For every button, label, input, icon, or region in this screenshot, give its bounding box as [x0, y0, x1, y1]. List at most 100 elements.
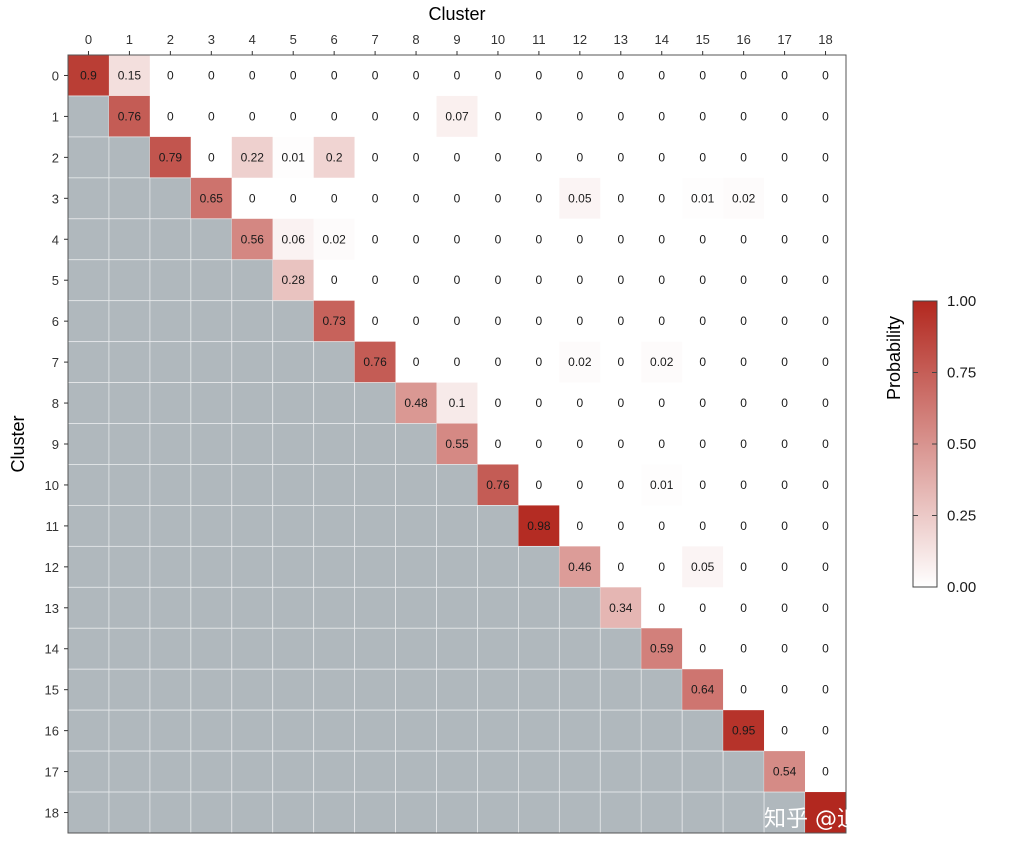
heatmap-cell	[354, 300, 396, 342]
heatmap-cell	[641, 95, 683, 137]
cell-value-label: 0	[699, 232, 706, 246]
heatmap-cell	[190, 136, 232, 178]
cell-value-label: 0.07	[445, 109, 469, 123]
y-tick-label: 2	[52, 150, 59, 165]
heatmap-cell	[805, 136, 846, 178]
cell-value-label: 0	[658, 68, 665, 82]
x-tick-label: 13	[614, 32, 628, 47]
heatmap-cell	[354, 341, 396, 383]
color-legend: 1.00 0.75 0.50 0.25 0.00 Probability	[884, 293, 976, 596]
heatmap-cell	[272, 218, 314, 260]
heatmap-cell	[600, 300, 642, 342]
x-tick-label: 4	[249, 32, 256, 47]
heatmap-cell	[395, 259, 437, 301]
cell-value-label: 0.15	[118, 68, 142, 82]
masked-cell	[599, 709, 642, 752]
heatmap-cell	[723, 218, 765, 260]
masked-cell	[477, 709, 519, 752]
x-tick-label: 2	[167, 32, 174, 47]
heatmap-cell	[395, 136, 437, 178]
masked-cell	[272, 750, 315, 793]
heatmap-cell	[559, 505, 601, 547]
heatmap-cell	[723, 300, 765, 342]
heatmap-cell	[518, 300, 560, 342]
cell-value-label: 0	[699, 273, 706, 287]
cell-value-label: 0	[658, 519, 665, 533]
cell-value-label: 0	[167, 68, 174, 82]
heatmap-cell	[559, 136, 601, 178]
masked-cell	[190, 259, 233, 302]
masked-cell	[395, 668, 437, 711]
masked-cell	[108, 668, 151, 711]
cell-value-label: 0	[822, 519, 829, 533]
heatmap-cell	[682, 546, 724, 588]
heatmap-cell	[805, 259, 846, 301]
cell-value-label: 0.76	[363, 355, 387, 369]
heatmap-cell	[764, 55, 806, 96]
cell-value-label: 0.22	[241, 150, 265, 164]
heatmap-cell	[805, 95, 846, 137]
heatmap-cell	[805, 628, 846, 670]
watermark-text: 知乎 @追风少年i	[764, 807, 931, 832]
masked-cell	[190, 218, 233, 261]
legend-tick-label: 0.25	[947, 508, 976, 525]
x-tick-label: 16	[736, 32, 750, 47]
masked-cell	[149, 505, 192, 547]
heatmap-cell	[805, 341, 846, 383]
cell-value-label: 0.56	[241, 232, 265, 246]
heatmap-cell	[395, 382, 437, 424]
cell-value-label: 0	[822, 478, 829, 492]
legend-tick-label: 1.00	[947, 293, 976, 310]
heatmap-cell	[559, 259, 601, 301]
cell-value-label: 0	[617, 478, 624, 492]
heatmap-cell	[108, 55, 150, 96]
y-tick-label: 15	[45, 683, 59, 698]
heatmap-cell	[641, 546, 683, 588]
cell-value-label: 0	[495, 314, 502, 328]
masked-cell	[354, 382, 396, 424]
heatmap-cell	[354, 55, 396, 96]
heatmap-cell	[231, 136, 273, 178]
cell-value-label: 0	[536, 232, 543, 246]
masked-cell	[477, 627, 519, 670]
cell-value-label: 0.34	[609, 601, 633, 615]
cell-value-label: 0	[495, 355, 502, 369]
cell-value-label: 0	[699, 437, 706, 451]
heatmap-cell	[764, 505, 806, 547]
heatmap-cell	[272, 177, 314, 219]
cell-value-label: 0	[781, 601, 788, 615]
cell-value-label: 0	[781, 478, 788, 492]
y-tick-label: 6	[52, 314, 59, 329]
masked-cell	[149, 177, 192, 220]
masked-cell	[518, 750, 560, 793]
masked-cell	[313, 627, 356, 670]
masked-cell	[395, 750, 437, 793]
masked-cell	[231, 709, 274, 752]
masked-cell	[67, 136, 110, 179]
cell-value-label: 0	[413, 355, 420, 369]
x-tick-label: 10	[491, 32, 505, 47]
heatmap-cell	[559, 177, 601, 219]
cell-value-label: 0	[781, 150, 788, 164]
masked-cell	[231, 791, 274, 834]
heatmap-cell	[395, 55, 437, 96]
masked-cell	[640, 709, 683, 752]
masked-cell	[477, 545, 519, 588]
masked-cell	[518, 627, 560, 670]
heatmap-cell	[436, 423, 478, 465]
cell-value-label: 0	[617, 355, 624, 369]
heatmap-cell	[641, 300, 683, 342]
masked-cell	[436, 668, 478, 711]
masked-cell	[395, 545, 437, 588]
heatmap-cell	[518, 464, 560, 506]
cell-value-label: 0	[781, 355, 788, 369]
heatmap-cell	[764, 382, 806, 424]
masked-cell	[67, 791, 110, 834]
cell-value-label: 0	[536, 314, 543, 328]
heatmap-cell	[313, 259, 355, 301]
masked-cell	[354, 709, 396, 752]
heatmap-cell	[436, 300, 478, 342]
cell-value-label: 0	[822, 765, 829, 779]
masked-cell	[190, 586, 233, 629]
cell-value-label: 0	[495, 68, 502, 82]
